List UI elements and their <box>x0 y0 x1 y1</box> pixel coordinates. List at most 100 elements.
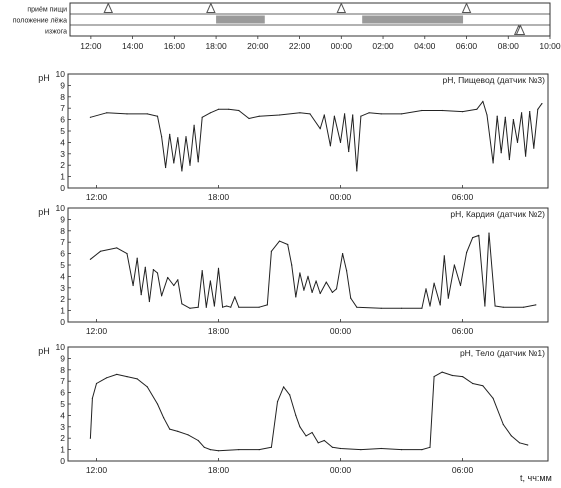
ph-data-point <box>146 113 148 115</box>
timeline-tick-label: 06:00 <box>456 41 478 51</box>
ph-data-point <box>283 386 285 388</box>
plot-frame <box>67 346 549 462</box>
y-tick-label: 6 <box>60 249 65 259</box>
ph-data-point <box>226 305 228 307</box>
meal-marker <box>336 2 347 13</box>
ph-data-point <box>492 162 494 164</box>
ph-data-point <box>89 116 91 118</box>
timeline-row-label: положение лёжа <box>13 18 67 25</box>
x-tick-label: 00:00 <box>330 326 352 336</box>
timeline-tick-label: 02:00 <box>372 41 394 51</box>
y-tick-label: 4 <box>60 271 65 281</box>
ph-data-point <box>352 114 354 116</box>
ph-data-point <box>299 426 301 428</box>
y-tick-label: 1 <box>60 445 65 455</box>
ph-data-point <box>401 449 403 451</box>
y-axis-label: pH <box>38 73 50 83</box>
ph-data-point <box>425 288 427 290</box>
ph-data-point <box>132 284 134 287</box>
ph-data-point <box>136 378 138 380</box>
ph-data-point <box>126 376 128 378</box>
ph-data-point <box>429 305 431 307</box>
ph-data-point <box>451 374 453 377</box>
timeline-tick-label: 18:00 <box>205 41 227 51</box>
ph-data-point <box>140 294 142 296</box>
lying-period-bar <box>216 15 265 24</box>
ph-data-point <box>462 111 464 113</box>
y-tick-label: 5 <box>60 126 65 136</box>
y-tick-label: 10 <box>56 203 66 213</box>
y-tick-label: 7 <box>60 237 65 247</box>
y-tick-label: 3 <box>60 149 65 159</box>
ph-data-point <box>344 113 346 115</box>
ph-data-point <box>177 279 179 281</box>
ph-data-point <box>152 269 154 271</box>
ph-data-point <box>248 117 250 120</box>
ph-data-point <box>303 289 305 291</box>
ph-data-point <box>230 306 232 308</box>
ph-series-line <box>90 100 543 172</box>
ph-data-point <box>197 161 199 163</box>
ph-data-point <box>429 446 431 448</box>
timeline-tick-label: 12:00 <box>80 41 102 51</box>
y-tick-label: 0 <box>60 183 65 193</box>
plot-frame <box>67 207 549 323</box>
ph-data-point <box>99 250 102 252</box>
ph-data-point <box>333 115 335 117</box>
ph-data-point <box>441 371 443 373</box>
ph-data-point <box>510 435 512 437</box>
chart-title: pH, Тело (датчик №1) <box>460 348 545 358</box>
ph-data-point <box>329 145 331 147</box>
ph-data-point <box>380 113 382 115</box>
y-tick-label: 6 <box>60 115 65 125</box>
y-axis-label: pH <box>38 346 50 356</box>
ph-data-point <box>169 133 171 135</box>
ph-data-point <box>234 296 236 298</box>
y-tick-label: 3 <box>60 283 65 293</box>
ph-data-point <box>209 280 211 282</box>
chart-title: pH, Пищевод (датчик №3) <box>442 75 545 85</box>
ph-data-point <box>189 164 191 166</box>
timeline-tick-label: 10:00 <box>539 41 561 51</box>
ph-data-point <box>348 150 350 153</box>
ph-data-point <box>189 307 191 309</box>
timeline-tick-label: 14:00 <box>122 41 144 51</box>
ph-data-point <box>523 306 525 308</box>
ph-data-point <box>156 272 159 274</box>
ph-data-point <box>270 250 272 252</box>
ph-data-point <box>209 112 211 114</box>
y-tick-label: 4 <box>60 137 65 147</box>
ph-data-point <box>482 100 484 102</box>
x-tick-label: 18:00 <box>208 326 230 336</box>
ph-data-point <box>401 113 403 115</box>
meal-marker <box>103 2 114 13</box>
ph-chart-2: 01 23 456 78 910 pH 12:00 18:00 00:00 06:00 pH, Ка… <box>38 203 549 336</box>
ph-data-point <box>238 306 240 308</box>
timeline-tick-label: 00:00 <box>331 41 353 51</box>
ph-data-point <box>185 136 187 138</box>
ph-data-point <box>346 270 348 272</box>
ph-data-point <box>537 108 539 110</box>
ph-data-point <box>500 152 502 154</box>
ph-data-point <box>197 306 199 308</box>
x-tick-label: 18:00 <box>208 192 230 202</box>
ph-data-point <box>311 431 313 434</box>
ph-data-point <box>295 414 297 416</box>
ph-data-point <box>472 237 474 239</box>
ph-data-point <box>203 446 205 448</box>
ph-data-point <box>116 247 118 249</box>
ph-data-point <box>502 423 504 426</box>
ph-data-point <box>541 103 543 105</box>
ph-data-point <box>529 111 531 113</box>
ph-data-point <box>421 109 423 112</box>
ph-data-point <box>197 439 199 442</box>
ph-data-point <box>228 108 230 110</box>
y-tick-label: 0 <box>60 456 65 466</box>
ph-data-point <box>89 437 91 439</box>
timeline-frame <box>69 2 551 37</box>
ph-data-point <box>95 382 98 385</box>
ph-data-point <box>494 305 496 307</box>
ph-data-point <box>459 284 462 287</box>
ph-data-point <box>222 306 224 308</box>
ph-data-point <box>217 108 220 110</box>
